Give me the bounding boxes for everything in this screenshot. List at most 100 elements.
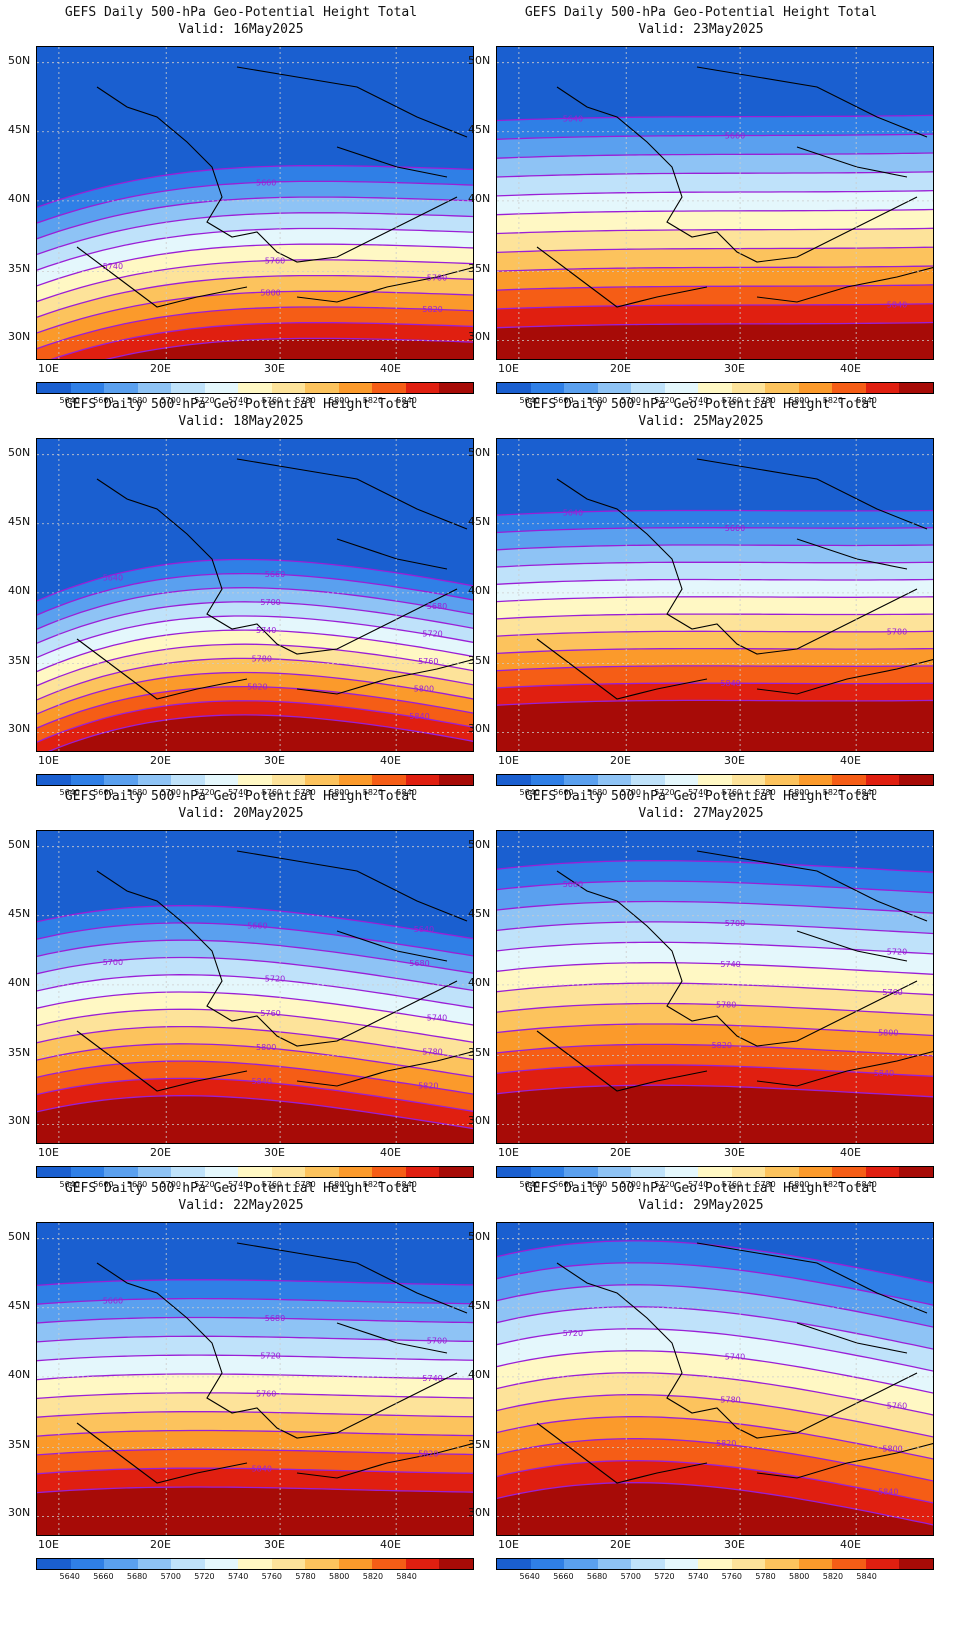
longitude-label: 40E bbox=[380, 1146, 401, 1159]
contour-label: 5740 bbox=[422, 1374, 442, 1383]
colorbar-label: 5700 bbox=[160, 1180, 181, 1189]
contour-line bbox=[37, 1060, 473, 1095]
contour-line bbox=[37, 165, 473, 208]
colorbar-swatch bbox=[204, 775, 239, 785]
contour-line bbox=[37, 274, 473, 318]
colorbar-swatch bbox=[631, 1167, 665, 1177]
map-panel: GEFS Daily 500-hPa Geo-Potential Height … bbox=[0, 0, 482, 410]
contour-label: 5700 bbox=[103, 958, 123, 967]
contour-line bbox=[37, 259, 473, 303]
colorbar-label: 5680 bbox=[126, 1180, 148, 1189]
colorbar-label: 5800 bbox=[789, 1180, 810, 1189]
colorbar-swatch bbox=[439, 1559, 473, 1569]
colorbar-swatch bbox=[104, 775, 138, 785]
colorbar-label: 5820 bbox=[822, 396, 844, 405]
colorbar-label: 5720 bbox=[194, 788, 215, 797]
contour-label: 5660 bbox=[265, 570, 285, 579]
latitude-label: 40N bbox=[468, 584, 491, 597]
contour-label: 5820 bbox=[418, 1081, 438, 1090]
contour-line bbox=[104, 337, 473, 359]
colorbar-swatch bbox=[698, 1559, 732, 1569]
colorbar-swatch bbox=[597, 775, 632, 785]
contour-line bbox=[37, 974, 473, 1009]
longitude-label: 30E bbox=[724, 754, 745, 767]
colorbar-label: 5800 bbox=[789, 788, 810, 797]
colorbar-swatch bbox=[865, 1167, 900, 1177]
contour-line bbox=[497, 527, 933, 534]
contour-line bbox=[497, 544, 933, 551]
longitude-label: 20E bbox=[610, 754, 631, 767]
map-panel: GEFS Daily 500-hPa Geo-Potential Height … bbox=[0, 784, 482, 1194]
longitude-label: 20E bbox=[150, 1146, 171, 1159]
latitude-label: 45N bbox=[8, 515, 31, 528]
colorbar-swatch bbox=[698, 1167, 732, 1177]
longitude-label: 30E bbox=[264, 754, 285, 767]
contour-line bbox=[497, 880, 933, 894]
latitude-label: 30N bbox=[468, 1506, 491, 1519]
colorbar-label: 5820 bbox=[822, 1572, 844, 1581]
contour-line bbox=[37, 290, 473, 334]
longitude-label: 40E bbox=[840, 1538, 861, 1551]
contour-label: 5700 bbox=[427, 1337, 447, 1346]
contour-label: 5820 bbox=[716, 1439, 736, 1448]
colorbar-swatch bbox=[305, 1559, 339, 1569]
contour-line bbox=[37, 1486, 473, 1494]
height-band bbox=[49, 714, 473, 751]
contour-line bbox=[37, 1279, 473, 1287]
colorbar-label: 5660 bbox=[553, 1180, 574, 1189]
contour-line bbox=[37, 700, 473, 743]
colorbar-swatch bbox=[664, 1167, 699, 1177]
contour-line bbox=[497, 596, 933, 603]
contour-label: 5760 bbox=[260, 1009, 280, 1018]
longitude-label: 10E bbox=[498, 1146, 519, 1159]
latitude-label: 45N bbox=[8, 907, 31, 920]
colorbar-label: 5640 bbox=[59, 396, 80, 405]
contour-label: 5820 bbox=[247, 683, 267, 692]
contour-line bbox=[497, 171, 933, 178]
colorbar-swatch bbox=[70, 775, 105, 785]
colorbar-label: 5840 bbox=[856, 1572, 877, 1581]
map-panel: GEFS Daily 500-hPa Geo-Potential Height … bbox=[0, 392, 482, 802]
colorbar-swatch bbox=[631, 1559, 665, 1569]
colorbar-swatch bbox=[271, 1559, 306, 1569]
longitude-label: 20E bbox=[610, 1538, 631, 1551]
contour-line bbox=[497, 699, 933, 706]
latitude-label: 30N bbox=[468, 330, 491, 343]
colorbar-label: 5840 bbox=[856, 788, 877, 797]
colorbar-swatch bbox=[405, 775, 440, 785]
colorbar-swatch bbox=[137, 1167, 172, 1177]
contour-label: 5740 bbox=[427, 1014, 447, 1023]
height-band bbox=[497, 1085, 933, 1143]
contour-label: 5800 bbox=[256, 1043, 276, 1052]
colorbar-swatch bbox=[37, 383, 71, 393]
contour-label: 5720 bbox=[265, 975, 285, 984]
contour-line bbox=[497, 1064, 933, 1077]
contour-label: 5780 bbox=[716, 1001, 736, 1010]
panel-title: GEFS Daily 500-hPa Geo-Potential Height … bbox=[524, 5, 878, 20]
contour-label: 5680 bbox=[265, 1314, 285, 1323]
panel-title: GEFS Daily 500-hPa Geo-Potential Height … bbox=[64, 789, 418, 804]
contour-label: 5660 bbox=[256, 179, 276, 188]
panel-title: GEFS Daily 500-hPa Geo-Potential Height … bbox=[524, 789, 878, 804]
height-map: 5640 5660 5840 bbox=[496, 46, 934, 360]
colorbar-label: 5660 bbox=[553, 1572, 574, 1581]
contour-line bbox=[497, 509, 933, 516]
contour-label: 5660 bbox=[247, 922, 267, 931]
longitude-label: 10E bbox=[38, 1538, 59, 1551]
latitude-label: 40N bbox=[8, 584, 31, 597]
colorbar-label: 5780 bbox=[295, 396, 316, 405]
contour-line bbox=[37, 1025, 473, 1061]
contour-label: 5800 bbox=[260, 288, 280, 297]
colorbar-swatch bbox=[798, 1559, 833, 1569]
colorbar-swatch bbox=[798, 383, 833, 393]
coastline bbox=[536, 1242, 933, 1484]
longitude-label: 20E bbox=[610, 362, 631, 375]
contour-line bbox=[497, 682, 933, 689]
contour-line bbox=[497, 1023, 933, 1037]
coastline bbox=[536, 850, 933, 1092]
colorbar-label: 5760 bbox=[261, 788, 283, 797]
map-panel: GEFS Daily 500-hPa Geo-Potential Height … bbox=[460, 1176, 942, 1586]
colorbar-swatch bbox=[238, 1167, 272, 1177]
panel-title: GEFS Daily 500-hPa Geo-Potential Height … bbox=[524, 1181, 878, 1196]
contour-label: 5840 bbox=[409, 712, 429, 721]
